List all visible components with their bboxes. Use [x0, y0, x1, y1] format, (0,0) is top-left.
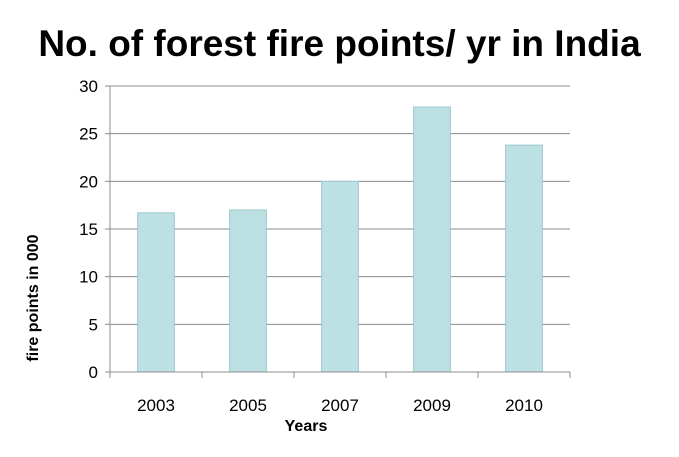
y-tick-label: 25: [79, 125, 98, 144]
y-tick-label: 20: [79, 172, 98, 191]
bar: [505, 144, 543, 373]
y-tick-label: 15: [79, 220, 98, 239]
x-tick-label: 2009: [413, 396, 451, 415]
x-tick-label: 2003: [137, 396, 175, 415]
y-tick-label: 10: [79, 268, 98, 287]
x-tick-label: 2005: [229, 396, 267, 415]
y-axis-title: fire points in 000: [25, 234, 42, 361]
bar: [413, 106, 451, 373]
x-axis-title: Years: [285, 418, 328, 435]
bars: [137, 106, 543, 373]
bar: [321, 180, 359, 373]
y-tick-label: 5: [89, 315, 98, 334]
axes: [105, 85, 571, 378]
x-tick-label: 2010: [505, 396, 543, 415]
bar: [229, 209, 267, 373]
bar: [137, 212, 175, 373]
y-tick-label: 0: [89, 363, 98, 382]
x-tick-labels: 2003 2005 2007 2009 2010: [137, 396, 543, 415]
y-tick-label: 30: [79, 77, 98, 96]
x-tick-label: 2007: [321, 396, 359, 415]
chart-title: No. of forest fire points/ yr in India: [38, 23, 641, 64]
y-tick-labels: 0 5 10 15 20 25 30: [79, 77, 98, 382]
